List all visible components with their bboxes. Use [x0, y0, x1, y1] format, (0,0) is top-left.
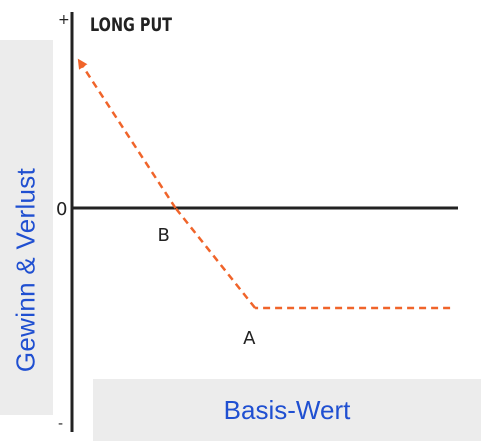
y-axis-label: Gewinn & Verlust	[10, 167, 41, 373]
point-label-layer: BA	[157, 225, 256, 349]
x-axis-label: Basis-Wert	[223, 394, 351, 425]
x-axis-label-box: Basis-Wert	[93, 379, 481, 441]
chart-title: LONG PUT	[90, 14, 172, 36]
y-tick-zero: 0	[56, 199, 67, 220]
y-tick-minus: -	[58, 416, 63, 432]
payoff-line-segment	[174, 207, 257, 309]
y-tick-plus: +	[58, 12, 70, 28]
point-label-a: A	[243, 328, 256, 349]
payoff-line-segment	[77, 58, 177, 209]
point-label-b: B	[157, 225, 169, 246]
series-layer	[77, 58, 451, 310]
y-axis-label-box: Gewinn & Verlust	[0, 40, 53, 415]
